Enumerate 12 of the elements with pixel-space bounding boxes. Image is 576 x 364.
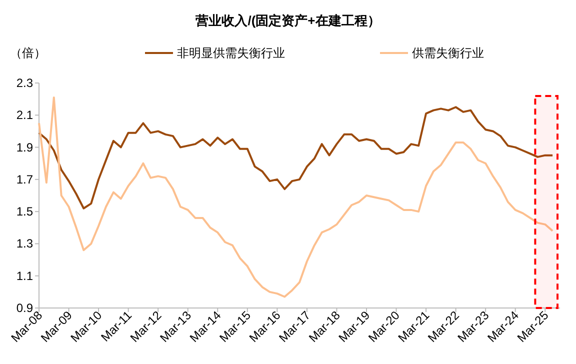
chart-title: 营业收入/(固定资产+在建工程） [194, 13, 380, 28]
y-tick-label: 2.3 [16, 76, 34, 90]
y-tick-label: 1.3 [16, 236, 34, 251]
y-axis-title: （倍） [10, 46, 46, 60]
y-tick-label: 1.1 [16, 268, 34, 283]
legend-label: 供需失衡行业 [412, 46, 484, 60]
legend-label: 非明显供需失衡行业 [177, 46, 285, 60]
y-tick-label: 1.9 [16, 140, 34, 154]
y-tick-label: 1.5 [16, 204, 34, 219]
y-tick-label: 0.9 [16, 301, 34, 315]
y-tick-label: 1.7 [16, 172, 34, 186]
y-tick-label: 2.1 [16, 108, 34, 122]
